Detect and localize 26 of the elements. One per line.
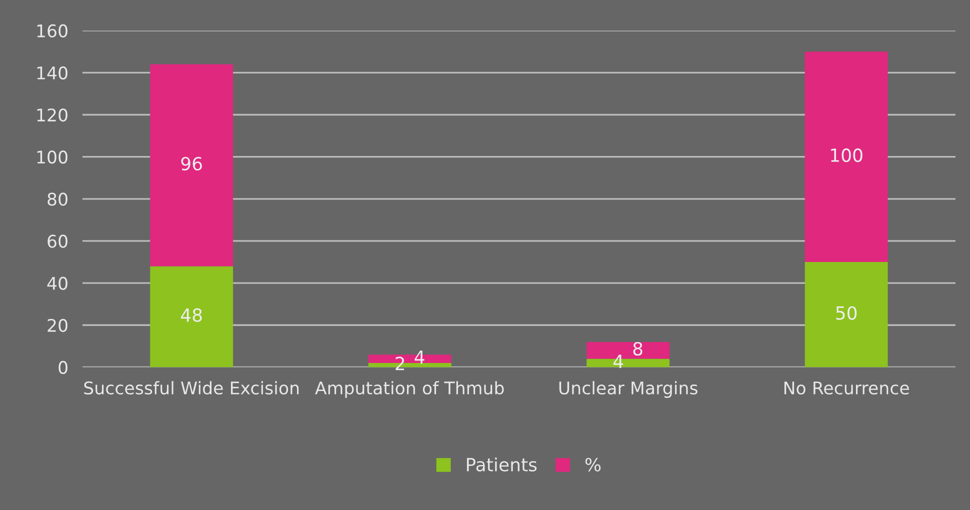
bar — [150, 64, 234, 266]
y-tick-label: 20 — [48, 318, 68, 332]
x-tick-label: Amputation of Thmub — [315, 381, 504, 398]
data-label: 4 — [414, 350, 424, 364]
legend-label: % — [585, 458, 601, 472]
y-tick-label: 0 — [58, 360, 68, 374]
y-tick-label: 80 — [48, 192, 68, 206]
y-tick-label: 120 — [37, 108, 68, 122]
data-label: 8 — [633, 342, 642, 356]
data-label: 48 — [180, 308, 202, 322]
y-tick-label: 100 — [37, 150, 68, 164]
x-tick-label: Unclear Margins — [559, 381, 698, 398]
data-label: 100 — [831, 148, 862, 162]
bar — [804, 262, 888, 368]
data-label: 50 — [836, 306, 857, 320]
legend-label: Patients — [466, 458, 537, 472]
y-tick-label: 140 — [37, 66, 68, 80]
y-tick-label: 40 — [47, 276, 68, 290]
y-tick-label: 60 — [48, 234, 68, 248]
y-tick-label: 160 — [37, 24, 68, 38]
bar — [150, 266, 234, 368]
data-label: 96 — [181, 156, 202, 170]
bar — [804, 52, 888, 262]
x-tick-label: Successful Wide Excision — [84, 381, 299, 395]
data-label: 4 — [613, 354, 624, 368]
x-tick-label: No Recurrence — [784, 382, 909, 395]
